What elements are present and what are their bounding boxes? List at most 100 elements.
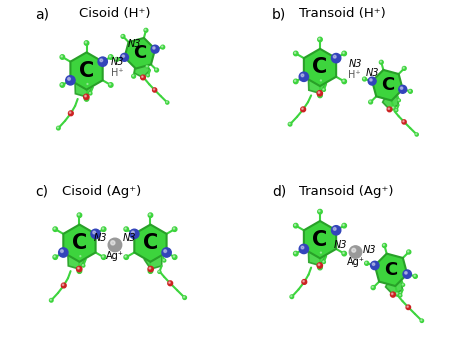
Polygon shape [385, 278, 402, 295]
Circle shape [154, 89, 155, 90]
Circle shape [76, 266, 82, 272]
Circle shape [343, 224, 344, 226]
Circle shape [166, 102, 167, 103]
Circle shape [153, 88, 157, 92]
Circle shape [146, 66, 147, 67]
Text: N3: N3 [363, 245, 376, 255]
Circle shape [149, 214, 150, 215]
Circle shape [402, 284, 403, 285]
Circle shape [333, 55, 336, 58]
Circle shape [331, 226, 341, 235]
Circle shape [320, 252, 321, 253]
Circle shape [407, 306, 408, 307]
Circle shape [399, 85, 407, 93]
Circle shape [406, 305, 410, 310]
Circle shape [87, 83, 88, 84]
Circle shape [303, 280, 304, 282]
Circle shape [62, 284, 64, 285]
Text: C: C [312, 230, 328, 250]
Circle shape [421, 320, 422, 321]
Circle shape [111, 241, 115, 245]
Circle shape [395, 109, 398, 111]
Circle shape [379, 60, 383, 64]
Polygon shape [309, 247, 326, 266]
Circle shape [121, 34, 125, 38]
Circle shape [343, 252, 344, 253]
Text: C: C [384, 261, 398, 279]
Circle shape [49, 299, 53, 302]
Circle shape [173, 256, 174, 257]
Circle shape [56, 126, 60, 130]
Circle shape [155, 68, 158, 72]
Circle shape [61, 250, 64, 252]
Circle shape [395, 292, 400, 296]
Circle shape [132, 74, 136, 78]
Circle shape [372, 286, 373, 288]
Text: C: C [381, 76, 394, 94]
Circle shape [166, 101, 169, 104]
Circle shape [122, 55, 125, 58]
Circle shape [320, 80, 321, 81]
Circle shape [288, 122, 292, 126]
Circle shape [183, 296, 186, 299]
Circle shape [392, 107, 393, 108]
Circle shape [318, 264, 320, 266]
Circle shape [383, 244, 386, 247]
Circle shape [141, 75, 146, 80]
Circle shape [151, 45, 159, 53]
Circle shape [322, 88, 325, 91]
Circle shape [147, 74, 149, 77]
Circle shape [369, 100, 373, 104]
Circle shape [148, 213, 153, 218]
Circle shape [293, 51, 298, 56]
Circle shape [149, 267, 151, 269]
Circle shape [173, 228, 174, 229]
Polygon shape [383, 93, 399, 109]
Circle shape [148, 269, 153, 273]
Circle shape [125, 256, 126, 257]
Polygon shape [304, 49, 336, 86]
Circle shape [80, 256, 81, 257]
Circle shape [144, 28, 148, 32]
Circle shape [101, 255, 106, 260]
Circle shape [109, 55, 113, 59]
Circle shape [407, 250, 411, 254]
Circle shape [352, 248, 356, 252]
Text: N3: N3 [123, 233, 137, 243]
Circle shape [158, 271, 159, 272]
Circle shape [294, 224, 296, 226]
Circle shape [68, 77, 71, 80]
Circle shape [68, 111, 73, 116]
Circle shape [415, 133, 418, 136]
Circle shape [403, 270, 411, 278]
Circle shape [319, 266, 320, 268]
Circle shape [122, 35, 123, 37]
Circle shape [291, 296, 292, 297]
Polygon shape [375, 253, 407, 286]
Circle shape [343, 80, 344, 81]
Circle shape [408, 251, 409, 252]
Circle shape [396, 293, 398, 294]
Text: N3: N3 [93, 233, 107, 243]
Circle shape [387, 107, 392, 112]
Circle shape [343, 52, 344, 54]
Circle shape [77, 213, 82, 218]
Circle shape [77, 269, 82, 273]
Circle shape [290, 295, 293, 299]
Circle shape [57, 127, 58, 128]
Circle shape [120, 53, 128, 61]
Circle shape [79, 255, 82, 258]
Circle shape [78, 270, 80, 271]
Circle shape [371, 285, 375, 290]
Circle shape [93, 231, 96, 234]
Circle shape [98, 57, 107, 66]
Circle shape [78, 267, 79, 269]
Circle shape [391, 292, 395, 297]
Circle shape [318, 93, 322, 98]
Circle shape [301, 74, 304, 77]
Circle shape [155, 69, 156, 70]
Text: a): a) [35, 7, 49, 21]
Text: b): b) [272, 7, 286, 21]
Circle shape [319, 38, 320, 39]
Text: C: C [143, 233, 158, 253]
